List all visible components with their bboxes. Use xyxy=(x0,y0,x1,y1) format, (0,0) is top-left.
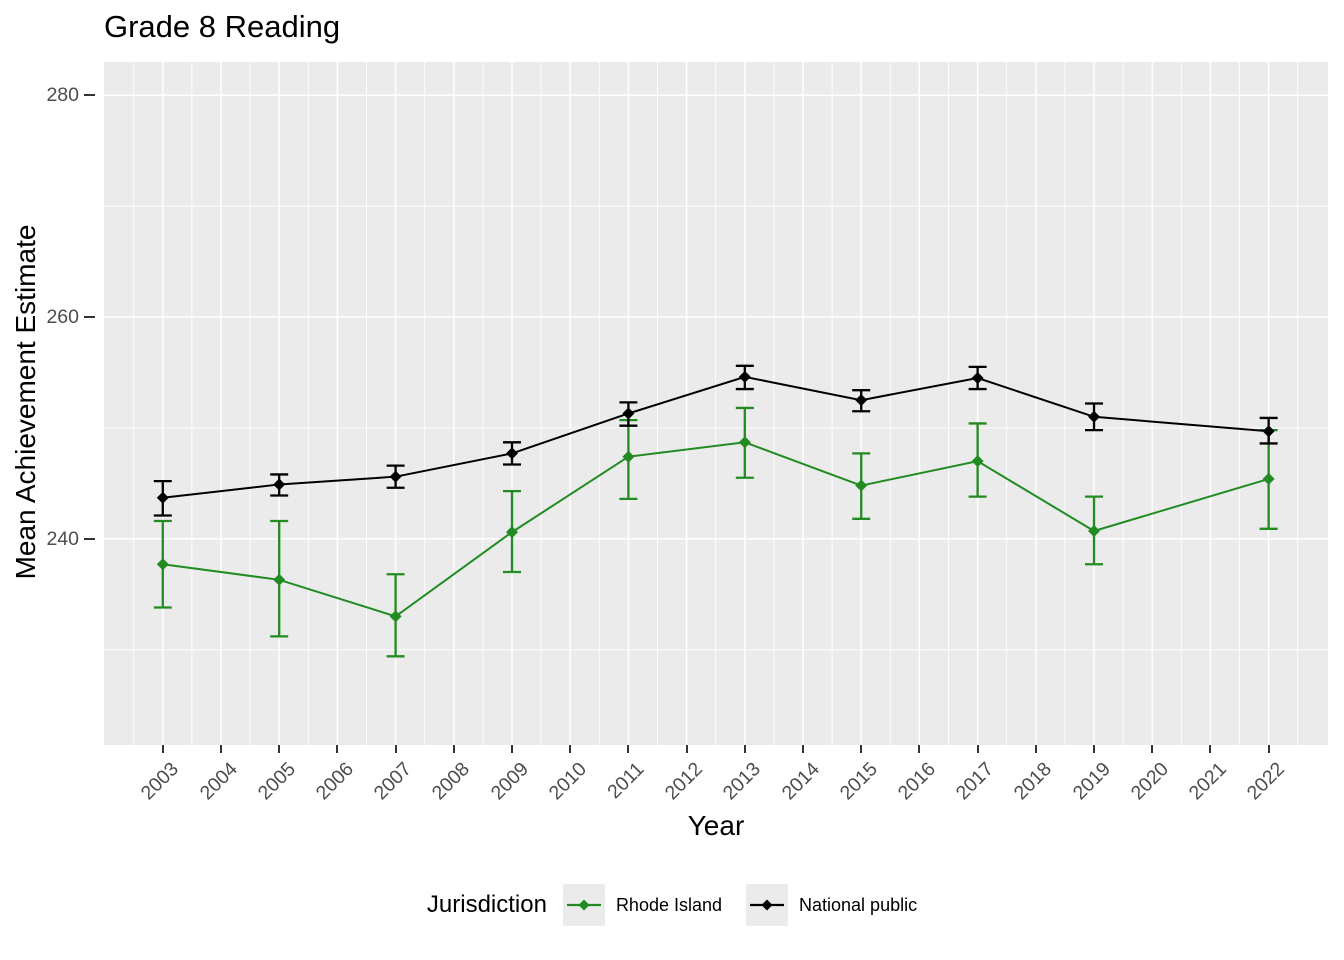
legend: Jurisdiction Rhode Island National public xyxy=(0,884,1344,926)
y-tick-label: 280 xyxy=(46,84,79,107)
x-tick-mark xyxy=(1151,745,1154,753)
x-tick-label: 2003 xyxy=(137,758,184,805)
data-point-rhode-island xyxy=(156,558,169,571)
data-point-national-public xyxy=(156,491,169,504)
x-tick-mark xyxy=(336,745,339,753)
x-tick-mark xyxy=(802,745,804,753)
x-tick-mark xyxy=(627,745,630,753)
x-tick-mark xyxy=(1267,745,1270,753)
legend-title: Jurisdiction xyxy=(426,891,547,918)
x-tick-mark xyxy=(278,745,281,753)
y-tick-label: 260 xyxy=(46,306,79,329)
data-point-national-public xyxy=(855,394,868,407)
x-tick-label: 2022 xyxy=(1242,758,1290,805)
x-tick-label: 2013 xyxy=(719,758,766,805)
y-axis-title: Mean Achievement Estimate xyxy=(10,224,41,580)
legend-entry-rhode-island: Rhode Island xyxy=(562,884,723,926)
x-tick-label: 2019 xyxy=(1068,758,1115,805)
data-point-national-public xyxy=(1262,425,1275,438)
x-tick-label: 2014 xyxy=(777,758,824,805)
y-tick-label: 240 xyxy=(46,527,79,550)
x-tick-label: 2020 xyxy=(1126,758,1173,805)
data-point-rhode-island xyxy=(273,573,286,586)
data-point-rhode-island xyxy=(1088,525,1101,538)
x-tick-label: 2007 xyxy=(369,758,417,805)
series-line-rhode-island xyxy=(162,441,1269,618)
x-tick-label: 2016 xyxy=(893,758,940,805)
x-tick-mark xyxy=(1093,745,1096,753)
x-tick-label: 2006 xyxy=(311,758,358,805)
data-point-national-public xyxy=(622,407,635,420)
data-point-rhode-island xyxy=(971,455,984,468)
y-tick-mark xyxy=(84,94,95,97)
legend-key-glyph-icon xyxy=(750,899,785,911)
y-tick-mark xyxy=(84,316,95,319)
x-tick-label: 2010 xyxy=(544,758,591,805)
x-tick-mark xyxy=(511,745,513,753)
data-point-rhode-island xyxy=(738,436,751,449)
x-tick-mark xyxy=(860,745,863,753)
data-point-national-public xyxy=(971,371,984,384)
x-tick-mark xyxy=(1034,745,1037,753)
legend-label-national-public: National public xyxy=(799,894,918,915)
legend-key-glyph-icon xyxy=(566,899,601,911)
data-point-rhode-island xyxy=(855,479,868,492)
data-point-rhode-island xyxy=(389,610,402,623)
data-point-national-public xyxy=(389,470,402,483)
y-tick-mark xyxy=(84,537,95,540)
data-point-rhode-island xyxy=(1262,472,1275,485)
plot-area xyxy=(104,62,1328,745)
data-point-national-public xyxy=(1088,410,1101,423)
x-tick-label: 2004 xyxy=(195,758,242,805)
x-tick-label: 2017 xyxy=(951,758,999,805)
legend-entries: Rhode Island National public xyxy=(562,884,917,926)
plot-panel xyxy=(104,62,1328,745)
legend-entry-national-public: National public xyxy=(746,884,917,926)
x-tick-label: 2005 xyxy=(253,758,300,805)
chart-title: Grade 8 Reading xyxy=(104,9,341,44)
x-axis-title: Year xyxy=(687,810,745,841)
x-tick-mark xyxy=(976,745,979,753)
x-tick-label: 2012 xyxy=(660,758,708,805)
x-tick-label: 2018 xyxy=(1010,758,1057,805)
x-tick-label: 2015 xyxy=(835,758,882,805)
x-tick-mark xyxy=(685,745,688,753)
x-tick-mark xyxy=(452,745,455,753)
x-tick-label: 2011 xyxy=(603,758,649,804)
legend-key-national-public xyxy=(746,884,789,926)
x-tick-mark xyxy=(219,745,222,753)
data-point-national-public xyxy=(273,478,286,491)
legend-key-rhode-island xyxy=(562,884,605,926)
x-tick-mark xyxy=(1209,745,1212,753)
x-tick-label: 2021 xyxy=(1184,758,1231,805)
x-tick-mark xyxy=(918,745,921,753)
data-point-national-public xyxy=(506,447,518,460)
data-point-rhode-island xyxy=(506,526,518,539)
data-point-rhode-island xyxy=(622,450,635,463)
x-tick-mark xyxy=(394,745,397,753)
x-tick-label: 2008 xyxy=(428,758,475,805)
x-tick-mark xyxy=(569,745,572,753)
legend-label-rhode-island: Rhode Island xyxy=(615,894,723,915)
data-point-national-public xyxy=(738,370,751,383)
x-tick-mark xyxy=(161,745,164,753)
x-tick-label: 2009 xyxy=(486,758,533,805)
series-line-national-public xyxy=(162,375,1269,499)
x-tick-mark xyxy=(743,745,746,753)
